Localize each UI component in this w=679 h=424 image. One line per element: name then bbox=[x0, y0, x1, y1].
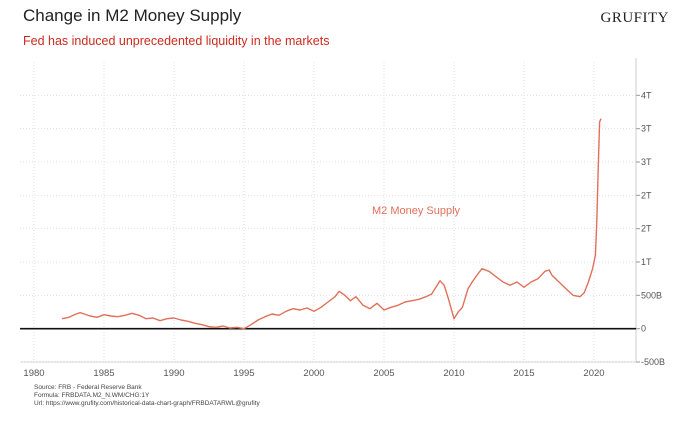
x-tick-label: 1990 bbox=[163, 368, 184, 379]
grid bbox=[20, 58, 640, 363]
x-tick-label: 2000 bbox=[303, 368, 324, 379]
chart-subtitle: Fed has induced unprecedented liquidity … bbox=[23, 34, 330, 48]
series-line-m2-money-supply bbox=[61, 118, 602, 330]
axis-ticks: -500B 0 500B 1T 2T 2T 3T 3T 4T 1980 1985 1990 1995 20… bbox=[23, 90, 665, 379]
x-tick-label: 2020 bbox=[583, 368, 604, 379]
source-line: Source: FRB - Federal Reserve Bank bbox=[34, 384, 142, 391]
formula-line: Formula: FRBDATA.M2_N.WM/CHG:1Y bbox=[34, 392, 150, 399]
x-tick-label: 2015 bbox=[513, 368, 534, 379]
y-tick-label: 3T bbox=[641, 157, 652, 167]
x-tick-label: 2005 bbox=[373, 368, 394, 379]
url-line: Url: https://www.grufity.com/historical-… bbox=[34, 400, 260, 407]
source-notes: Source: FRB - Federal Reserve Bank Formu… bbox=[34, 384, 260, 408]
series-annotation: M2 Money Supply bbox=[372, 205, 461, 217]
y-tick-label: 0 bbox=[641, 324, 646, 334]
x-tick-label: 1980 bbox=[23, 368, 44, 379]
x-tick-label: 1985 bbox=[93, 368, 114, 379]
y-tick-label: 2T bbox=[641, 224, 652, 234]
y-tick-label: 500B bbox=[641, 290, 662, 300]
x-tick-label: 1995 bbox=[233, 368, 254, 379]
y-tick-label: 4T bbox=[641, 90, 652, 100]
y-tick-label: -500B bbox=[641, 357, 665, 367]
y-tick-label: 3T bbox=[641, 124, 652, 134]
series-layer bbox=[61, 118, 602, 330]
y-tick-label: 1T bbox=[641, 257, 652, 267]
brand-logo: GRUFITY bbox=[600, 10, 669, 26]
y-tick-label: 2T bbox=[641, 190, 652, 200]
x-tick-label: 2010 bbox=[443, 368, 464, 379]
chart-title: Change in M2 Money Supply bbox=[23, 6, 242, 25]
